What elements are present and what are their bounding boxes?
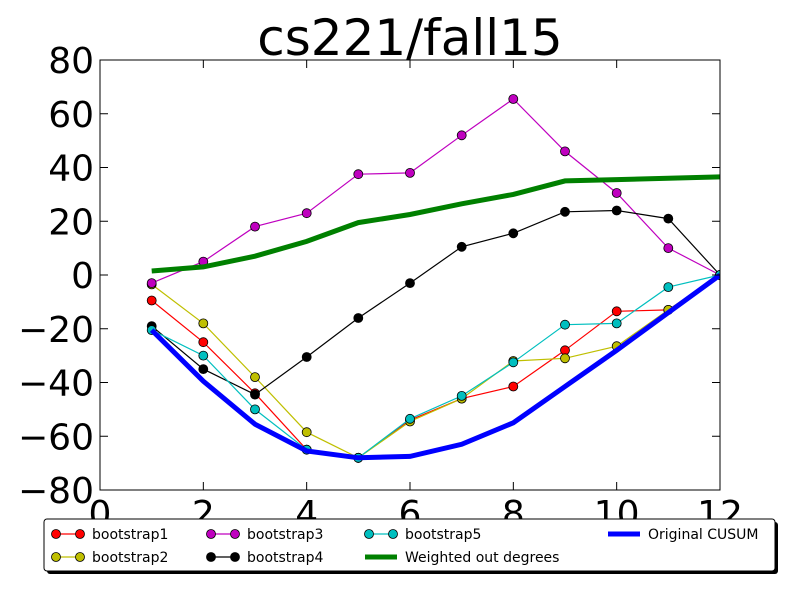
- data-point: [250, 221, 260, 232]
- data-point: [456, 241, 467, 252]
- series-original-cusum: [149, 272, 720, 461]
- data-point: [353, 169, 364, 180]
- y-tick-label: 80: [48, 41, 94, 82]
- y-tick-label: 20: [48, 202, 94, 243]
- series-line: [149, 272, 720, 461]
- data-point: [663, 243, 674, 254]
- series-line: [151, 274, 720, 459]
- data-point: [146, 295, 157, 306]
- data-point: [663, 282, 674, 293]
- data-point: [508, 94, 519, 104]
- series-line: [151, 274, 720, 459]
- chart-title: cs221/fall15: [257, 9, 562, 67]
- data-point: [508, 228, 519, 239]
- data-point: [560, 146, 570, 157]
- legend-marker: [230, 529, 240, 539]
- legend-label: bootstrap2: [92, 550, 168, 566]
- legend-marker: [230, 552, 240, 562]
- legend-item: bootstrap4: [206, 550, 324, 566]
- data-point: [508, 357, 519, 368]
- data-point: [663, 213, 674, 224]
- legend-item: bootstrap2: [51, 550, 168, 566]
- y-tick-label: 60: [48, 95, 94, 136]
- y-tick-label: 40: [48, 149, 94, 190]
- data-point: [198, 318, 209, 329]
- legend-box: [43, 518, 776, 572]
- data-point: [508, 381, 519, 392]
- data-point: [560, 353, 570, 364]
- series-weighted-out-degrees: [151, 174, 720, 274]
- series-bootstrap3: [146, 94, 720, 289]
- data-point: [456, 130, 467, 141]
- y-tick-label: −60: [18, 417, 94, 458]
- legend-item: Original CUSUM: [608, 527, 758, 543]
- y-tick-label: −80: [18, 471, 94, 512]
- data-point: [611, 205, 622, 216]
- data-point: [250, 372, 260, 383]
- legend-label: Original CUSUM: [648, 527, 758, 543]
- data-point: [560, 319, 570, 330]
- data-point: [611, 306, 622, 317]
- legend-marker: [206, 529, 216, 539]
- legend-label: bootstrap1: [92, 527, 168, 543]
- data-point: [353, 313, 364, 323]
- y-tick-label: −40: [18, 364, 94, 405]
- legend: bootstrap1 bootstrap2 bootstrap3 bootstrap4…: [43, 518, 778, 574]
- data-point: [198, 364, 209, 375]
- legend-label: Weighted out degrees: [405, 550, 559, 566]
- legend-marker: [75, 529, 85, 539]
- legend-marker: [388, 529, 398, 539]
- y-tick-label: 0: [71, 256, 94, 297]
- legend-item: Weighted out degrees: [365, 550, 559, 566]
- series-bootstrap4: [146, 205, 720, 400]
- data-point: [301, 208, 312, 219]
- data-point: [405, 413, 415, 424]
- legend-marker: [51, 529, 61, 539]
- legend-label: bootstrap4: [247, 550, 324, 566]
- data-point: [250, 404, 260, 415]
- legend-item: bootstrap1: [51, 527, 168, 543]
- data-point: [198, 350, 209, 361]
- data-point: [405, 278, 415, 289]
- series-bootstrap2: [146, 270, 720, 463]
- legend-marker: [206, 552, 216, 562]
- legend-label: bootstrap5: [405, 527, 481, 543]
- series-line: [151, 209, 720, 396]
- legend-item: bootstrap5: [364, 527, 481, 543]
- data-point: [405, 167, 415, 178]
- legend-marker: [364, 529, 374, 539]
- legend-marker: [75, 552, 85, 562]
- data-point: [611, 188, 622, 198]
- series-line: [151, 98, 720, 284]
- legend-item: bootstrap3: [206, 527, 323, 543]
- series-bootstrap1: [146, 270, 720, 463]
- series-bootstrap5: [146, 270, 720, 463]
- legend-label: bootstrap3: [247, 527, 323, 543]
- legend-marker: [51, 552, 61, 562]
- data-point: [560, 206, 570, 217]
- data-point: [456, 390, 467, 401]
- series-line: [151, 174, 720, 274]
- data-point: [611, 318, 622, 329]
- data-point: [198, 337, 209, 348]
- data-point: [250, 389, 260, 400]
- data-point: [301, 352, 312, 362]
- series-line: [151, 274, 720, 459]
- y-tick-label: −20: [18, 310, 94, 351]
- data-point: [301, 427, 312, 438]
- data-point: [146, 278, 157, 289]
